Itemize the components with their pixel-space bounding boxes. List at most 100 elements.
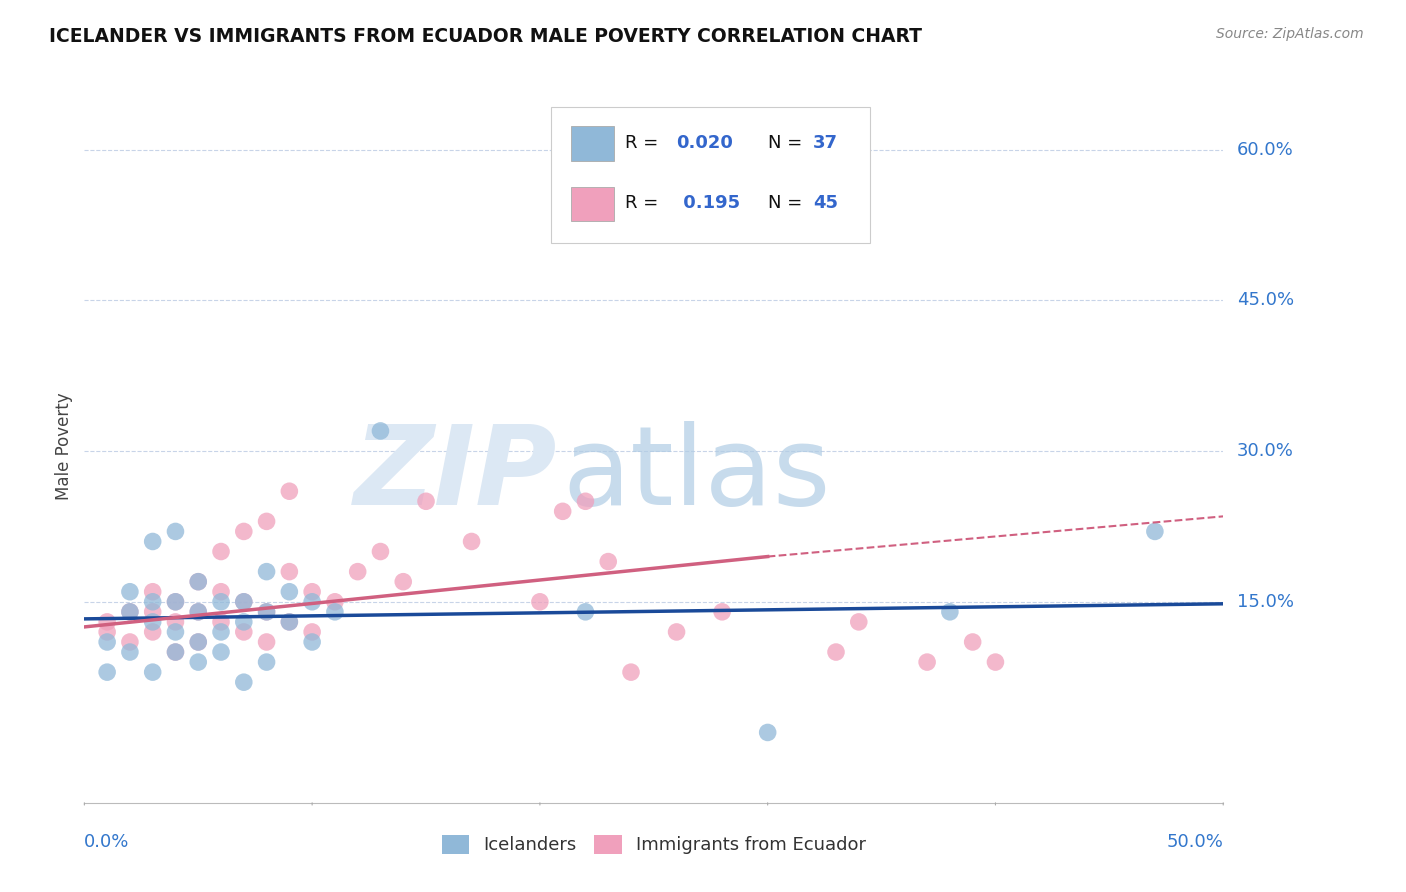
- Point: [187, 605, 209, 619]
- Point: [165, 624, 187, 639]
- Point: [370, 424, 392, 438]
- Point: [187, 635, 209, 649]
- Point: [574, 494, 596, 508]
- Text: ZIP: ZIP: [353, 421, 557, 528]
- Point: [574, 605, 596, 619]
- Point: [165, 524, 187, 539]
- Point: [256, 565, 278, 579]
- Point: [165, 595, 187, 609]
- Bar: [571, 187, 614, 221]
- Point: [232, 624, 254, 639]
- Text: N =: N =: [768, 134, 807, 152]
- Point: [301, 584, 323, 599]
- Point: [165, 645, 187, 659]
- Point: [165, 615, 187, 629]
- Point: [209, 624, 232, 639]
- Point: [142, 605, 165, 619]
- Point: [142, 665, 165, 680]
- Text: ICELANDER VS IMMIGRANTS FROM ECUADOR MALE POVERTY CORRELATION CHART: ICELANDER VS IMMIGRANTS FROM ECUADOR MAL…: [49, 27, 922, 45]
- Point: [574, 153, 596, 167]
- Point: [323, 595, 346, 609]
- Point: [665, 624, 688, 639]
- Point: [278, 484, 301, 499]
- Text: atlas: atlas: [562, 421, 831, 528]
- Text: 0.0%: 0.0%: [84, 833, 129, 851]
- Text: Source: ZipAtlas.com: Source: ZipAtlas.com: [1216, 27, 1364, 41]
- Text: 60.0%: 60.0%: [1237, 141, 1294, 159]
- Point: [301, 635, 323, 649]
- Point: [142, 615, 165, 629]
- Text: R =: R =: [626, 134, 664, 152]
- Text: 0.195: 0.195: [676, 194, 740, 212]
- Text: 50.0%: 50.0%: [1167, 833, 1223, 851]
- Point: [825, 645, 848, 659]
- Point: [301, 624, 323, 639]
- Point: [96, 665, 118, 680]
- Point: [939, 605, 962, 619]
- Point: [256, 655, 278, 669]
- Point: [323, 605, 346, 619]
- Point: [96, 635, 118, 649]
- FancyBboxPatch shape: [551, 107, 870, 243]
- Point: [209, 595, 232, 609]
- Point: [301, 595, 323, 609]
- Point: [96, 624, 118, 639]
- Point: [460, 534, 482, 549]
- Point: [142, 534, 165, 549]
- Point: [118, 605, 141, 619]
- Point: [142, 624, 165, 639]
- Point: [209, 615, 232, 629]
- Text: 0.020: 0.020: [676, 134, 734, 152]
- Point: [118, 645, 141, 659]
- Point: [96, 615, 118, 629]
- Point: [232, 595, 254, 609]
- Point: [209, 544, 232, 558]
- Point: [915, 655, 938, 669]
- Point: [529, 595, 551, 609]
- Point: [256, 515, 278, 529]
- Point: [711, 605, 734, 619]
- Text: 30.0%: 30.0%: [1237, 442, 1294, 460]
- Point: [984, 655, 1007, 669]
- Y-axis label: Male Poverty: Male Poverty: [55, 392, 73, 500]
- Point: [256, 605, 278, 619]
- Point: [232, 675, 254, 690]
- Point: [551, 504, 574, 518]
- Point: [142, 595, 165, 609]
- Point: [415, 494, 437, 508]
- Point: [756, 725, 779, 739]
- Point: [165, 645, 187, 659]
- Text: 45.0%: 45.0%: [1237, 292, 1295, 310]
- Point: [232, 595, 254, 609]
- Point: [346, 565, 368, 579]
- Text: N =: N =: [768, 194, 807, 212]
- Point: [187, 655, 209, 669]
- Text: 37: 37: [813, 134, 838, 152]
- Point: [142, 584, 165, 599]
- Legend: Icelanders, Immigrants from Ecuador: Icelanders, Immigrants from Ecuador: [434, 828, 873, 862]
- Point: [278, 584, 301, 599]
- Point: [278, 615, 301, 629]
- Point: [256, 635, 278, 649]
- Point: [165, 595, 187, 609]
- Point: [118, 584, 141, 599]
- Point: [187, 574, 209, 589]
- Text: 45: 45: [813, 194, 838, 212]
- Point: [187, 574, 209, 589]
- Text: 15.0%: 15.0%: [1237, 593, 1294, 611]
- Point: [392, 574, 415, 589]
- Point: [620, 665, 643, 680]
- Point: [187, 605, 209, 619]
- Point: [187, 635, 209, 649]
- Point: [962, 635, 984, 649]
- Point: [1143, 524, 1166, 539]
- Text: R =: R =: [626, 194, 664, 212]
- Point: [209, 645, 232, 659]
- Point: [278, 565, 301, 579]
- Point: [370, 544, 392, 558]
- Point: [278, 615, 301, 629]
- Bar: [571, 127, 614, 161]
- Point: [209, 584, 232, 599]
- Point: [232, 615, 254, 629]
- Point: [232, 524, 254, 539]
